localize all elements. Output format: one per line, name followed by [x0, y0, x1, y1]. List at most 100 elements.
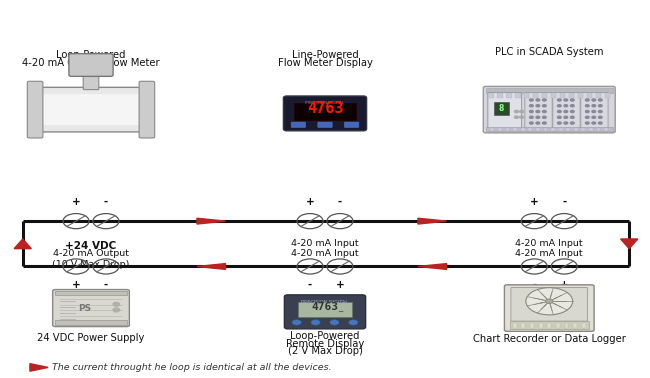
- FancyBboxPatch shape: [551, 128, 555, 131]
- Circle shape: [564, 122, 567, 124]
- FancyBboxPatch shape: [582, 323, 586, 328]
- FancyBboxPatch shape: [506, 128, 510, 131]
- Circle shape: [586, 110, 589, 113]
- Circle shape: [530, 99, 533, 101]
- FancyBboxPatch shape: [536, 128, 540, 131]
- FancyBboxPatch shape: [55, 291, 127, 295]
- Circle shape: [543, 99, 546, 101]
- Text: Loop-Powered: Loop-Powered: [57, 51, 125, 60]
- Circle shape: [530, 116, 533, 118]
- FancyBboxPatch shape: [514, 128, 517, 131]
- Circle shape: [599, 110, 602, 113]
- Text: Chart Recorder or Data Logger: Chart Recorder or Data Logger: [473, 334, 626, 344]
- FancyBboxPatch shape: [560, 93, 566, 99]
- FancyBboxPatch shape: [83, 73, 99, 90]
- Circle shape: [536, 122, 540, 124]
- Circle shape: [536, 105, 540, 107]
- FancyBboxPatch shape: [494, 102, 510, 115]
- Circle shape: [592, 116, 595, 118]
- Text: 4763: 4763: [307, 101, 343, 116]
- Circle shape: [543, 110, 546, 113]
- FancyBboxPatch shape: [605, 93, 610, 99]
- FancyBboxPatch shape: [294, 102, 356, 121]
- FancyBboxPatch shape: [344, 122, 359, 127]
- Circle shape: [586, 116, 589, 118]
- FancyBboxPatch shape: [587, 93, 592, 99]
- Circle shape: [586, 122, 589, 124]
- FancyBboxPatch shape: [533, 93, 538, 99]
- FancyBboxPatch shape: [558, 128, 562, 131]
- Text: 4-20 mA Input: 4-20 mA Input: [515, 249, 583, 259]
- FancyBboxPatch shape: [69, 54, 113, 76]
- FancyBboxPatch shape: [573, 323, 577, 328]
- Circle shape: [592, 105, 595, 107]
- FancyBboxPatch shape: [53, 290, 129, 327]
- FancyBboxPatch shape: [498, 128, 502, 131]
- FancyBboxPatch shape: [596, 93, 601, 99]
- FancyBboxPatch shape: [510, 321, 589, 329]
- Text: 8: 8: [499, 104, 504, 113]
- FancyBboxPatch shape: [589, 128, 593, 131]
- Circle shape: [526, 288, 573, 315]
- Circle shape: [571, 99, 574, 101]
- Circle shape: [514, 116, 519, 118]
- Circle shape: [536, 116, 540, 118]
- Text: -: -: [104, 197, 108, 207]
- Text: +: +: [530, 197, 539, 207]
- FancyBboxPatch shape: [597, 128, 601, 131]
- Text: PS: PS: [78, 304, 91, 313]
- FancyBboxPatch shape: [578, 93, 583, 99]
- Text: +: +: [306, 197, 315, 207]
- Circle shape: [530, 105, 533, 107]
- FancyBboxPatch shape: [566, 128, 570, 131]
- Text: +: +: [72, 280, 81, 290]
- FancyBboxPatch shape: [506, 93, 512, 99]
- FancyBboxPatch shape: [556, 323, 560, 328]
- Polygon shape: [14, 239, 31, 249]
- Circle shape: [599, 116, 602, 118]
- Circle shape: [564, 116, 567, 118]
- FancyBboxPatch shape: [483, 87, 615, 133]
- Circle shape: [571, 110, 574, 113]
- Text: -: -: [104, 280, 108, 290]
- Polygon shape: [30, 364, 48, 371]
- Polygon shape: [197, 218, 226, 224]
- Circle shape: [543, 116, 546, 118]
- Circle shape: [536, 99, 540, 101]
- FancyBboxPatch shape: [521, 323, 525, 328]
- Text: PRECISION DIGITAL: PRECISION DIGITAL: [302, 300, 348, 305]
- Text: _: _: [339, 304, 343, 313]
- FancyBboxPatch shape: [513, 323, 517, 328]
- FancyBboxPatch shape: [42, 94, 140, 125]
- Circle shape: [586, 105, 589, 107]
- Text: PRECISION DIGITAL: PRECISION DIGITAL: [306, 101, 345, 105]
- Circle shape: [599, 122, 602, 124]
- FancyBboxPatch shape: [318, 122, 332, 127]
- FancyBboxPatch shape: [521, 128, 525, 131]
- Text: +24 VDC: +24 VDC: [66, 241, 116, 251]
- Text: 4-20 mA Output Flow Meter: 4-20 mA Output Flow Meter: [22, 58, 160, 68]
- FancyBboxPatch shape: [547, 323, 551, 328]
- Circle shape: [564, 110, 567, 113]
- Circle shape: [530, 110, 533, 113]
- Polygon shape: [621, 239, 638, 249]
- Text: -: -: [562, 197, 566, 207]
- Text: (2 V Max Drop): (2 V Max Drop): [287, 346, 363, 356]
- FancyBboxPatch shape: [542, 93, 547, 99]
- Circle shape: [571, 116, 574, 118]
- Text: 4-20 mA Output
(10 V Max Drop): 4-20 mA Output (10 V Max Drop): [52, 249, 130, 269]
- FancyBboxPatch shape: [488, 93, 521, 130]
- Circle shape: [113, 302, 120, 306]
- Circle shape: [599, 99, 602, 101]
- Circle shape: [592, 122, 595, 124]
- FancyBboxPatch shape: [539, 323, 543, 328]
- Text: -: -: [338, 197, 342, 207]
- FancyBboxPatch shape: [525, 93, 552, 130]
- Circle shape: [311, 320, 320, 325]
- Text: -: -: [308, 280, 312, 290]
- Circle shape: [592, 99, 595, 101]
- FancyBboxPatch shape: [283, 96, 367, 131]
- Circle shape: [530, 122, 533, 124]
- FancyBboxPatch shape: [581, 128, 585, 131]
- FancyBboxPatch shape: [55, 320, 127, 325]
